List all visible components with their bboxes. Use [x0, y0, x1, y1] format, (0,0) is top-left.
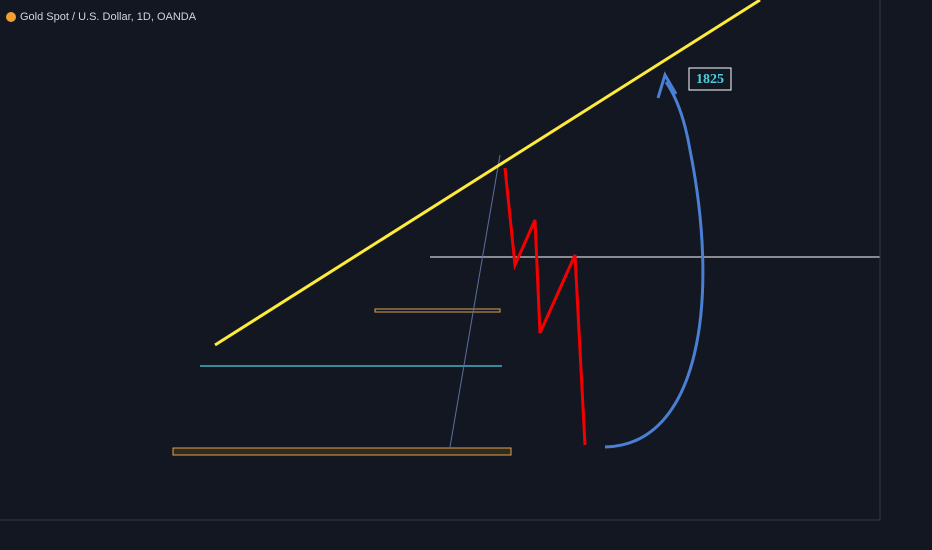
chart-title: Gold Spot / U.S. Dollar, 1D, OANDA	[20, 11, 197, 23]
projection-zigzag	[503, 167, 587, 446]
projection-arc	[604, 81, 705, 449]
arrow-head	[656, 71, 678, 99]
target-label: 1825	[696, 72, 724, 87]
target-box	[688, 67, 732, 91]
fib-diagonal	[449, 154, 501, 448]
support-box	[172, 447, 512, 456]
symbol-icon	[6, 12, 16, 22]
resistance-box	[374, 308, 501, 313]
trendline	[214, 0, 761, 347]
